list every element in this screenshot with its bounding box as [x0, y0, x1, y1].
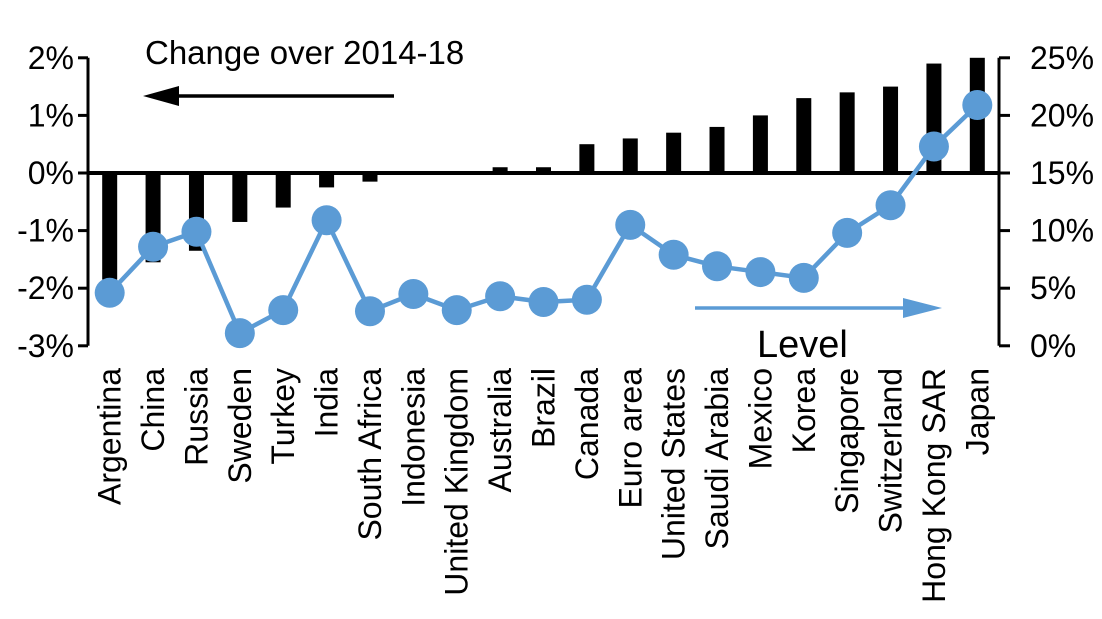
data-point-hong-kong-sar [918, 131, 949, 162]
category-label-russia: Russia [178, 368, 214, 466]
category-label-hong-kong-sar: Hong Kong SAR [916, 368, 952, 603]
category-label-singapore: Singapore [829, 368, 865, 514]
data-point-russia [181, 216, 212, 247]
category-label-switzerland: Switzerland [873, 368, 909, 533]
bar-argentina [102, 173, 118, 280]
category-label-korea: Korea [786, 368, 822, 454]
data-point-south-africa [354, 296, 385, 327]
data-point-switzerland [875, 190, 906, 221]
bar-euro-area [622, 138, 638, 173]
bar-turkey [275, 173, 291, 208]
bar-series-annotation: Change over 2014-18 [145, 34, 465, 71]
right-axis-tick-label: 10% [1030, 213, 1094, 249]
data-point-china [138, 231, 169, 262]
left-axis-tick-label: -1% [17, 213, 74, 249]
bar-brazil [536, 167, 551, 173]
data-point-mexico [745, 257, 776, 288]
left-arrow-icon [143, 86, 179, 106]
category-label-mexico: Mexico [742, 368, 778, 469]
left-axis-tick-label: 2% [28, 40, 74, 76]
data-point-japan [962, 90, 993, 121]
right-axis-tick-label: 20% [1030, 97, 1094, 133]
bar-united-states [666, 132, 682, 173]
data-point-united-states [658, 239, 689, 270]
data-point-india [311, 205, 342, 236]
category-label-euro-area: Euro area [612, 368, 648, 509]
category-label-saudi-arabia: Saudi Arabia [699, 368, 735, 550]
bar-saudi-arabia [709, 126, 725, 173]
left-axis-tick-label: -3% [17, 328, 74, 364]
right-axis-tick-label: 25% [1030, 40, 1094, 76]
category-label-turkey: Turkey [265, 368, 301, 465]
data-point-turkey [268, 295, 299, 326]
category-label-india: India [309, 368, 345, 438]
data-point-indonesia [398, 278, 429, 309]
category-label-canada: Canada [569, 368, 605, 480]
category-label-australia: Australia [482, 368, 518, 493]
data-point-argentina [94, 277, 125, 308]
bar-switzerland [883, 86, 899, 173]
category-label-china: China [135, 368, 171, 452]
category-label-japan: Japan [959, 368, 995, 455]
data-point-united-kingdom [441, 295, 472, 326]
category-label-sweden: Sweden [222, 368, 258, 484]
right-arrow-icon [903, 298, 942, 318]
line-series-annotation: Level [757, 324, 848, 366]
category-label-united-states: United States [656, 368, 692, 560]
category-label-argentina: Argentina [92, 368, 128, 505]
category-label-indonesia: Indonesia [395, 368, 431, 507]
data-point-canada [571, 284, 602, 315]
bar-south-africa [362, 173, 378, 182]
data-point-euro-area [615, 209, 646, 240]
bar-korea [796, 98, 812, 173]
bar-australia [492, 167, 508, 173]
data-point-sweden [224, 318, 255, 349]
right-axis-tick-label: 0% [1030, 328, 1076, 364]
data-point-australia [485, 281, 516, 312]
bar-singapore [839, 92, 855, 173]
data-point-brazil [528, 287, 559, 318]
left-axis-tick-label: 1% [28, 97, 74, 133]
right-axis-tick-label: 15% [1030, 155, 1094, 191]
category-label-south-africa: South Africa [352, 368, 388, 541]
data-point-korea [788, 262, 819, 293]
category-label-united-kingdom: United Kingdom [439, 368, 475, 596]
data-point-singapore [832, 217, 863, 248]
data-point-saudi-arabia [702, 251, 733, 282]
bar-india [319, 173, 335, 188]
right-axis-tick-label: 5% [1030, 270, 1076, 306]
category-label-brazil: Brazil [526, 368, 562, 448]
left-axis-tick-label: 0% [28, 155, 74, 191]
left-axis-tick-label: -2% [17, 270, 74, 306]
bar-sweden [232, 173, 248, 222]
bar-canada [579, 144, 595, 173]
bar-mexico [752, 115, 768, 173]
